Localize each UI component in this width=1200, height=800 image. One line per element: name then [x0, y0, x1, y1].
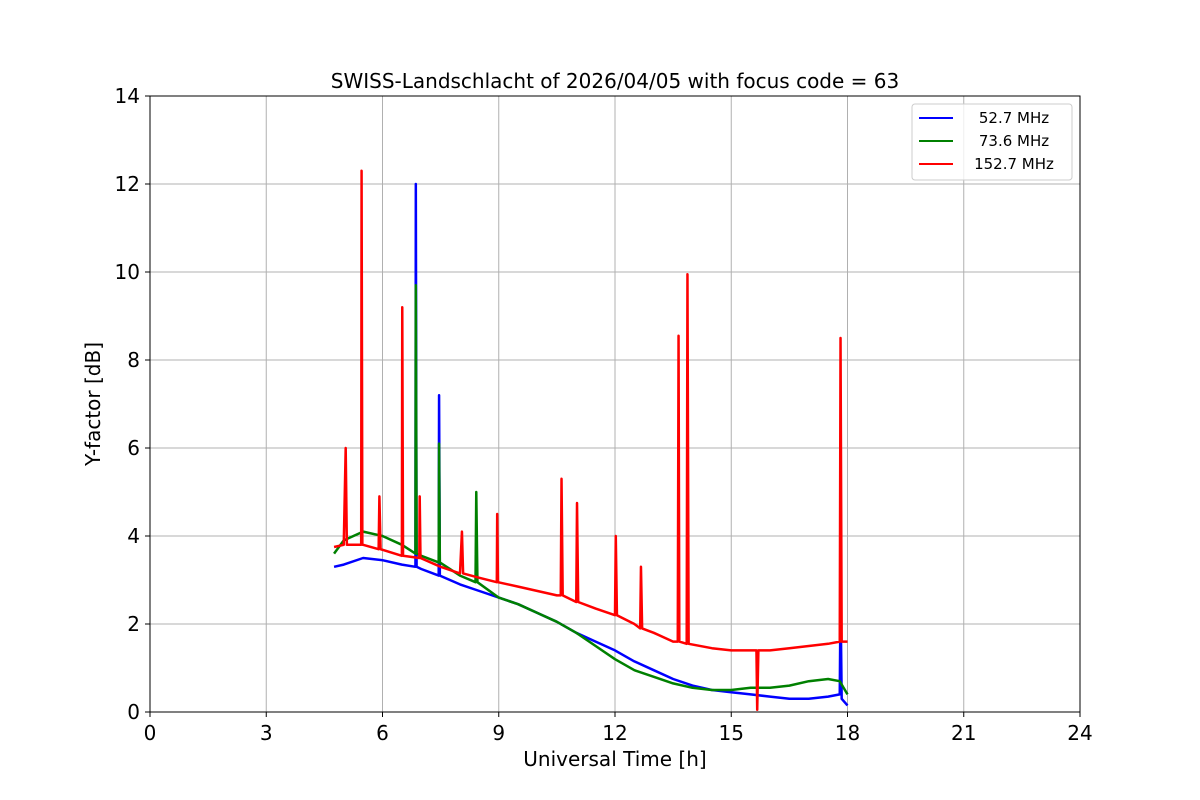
- y-tick-label: 12: [115, 172, 140, 196]
- y-tick-label: 2: [127, 612, 140, 636]
- x-tick-label: 3: [260, 721, 273, 745]
- y-tick-label: 8: [127, 348, 140, 372]
- series-line-152-7-mhz: [333, 169, 848, 712]
- x-tick-label: 12: [602, 721, 627, 745]
- grid: [149, 95, 1081, 713]
- y-tick-label: 10: [115, 260, 140, 284]
- x-axis-ticks: 0 3 6 9 12 15 18 21 24: [144, 712, 1093, 745]
- chart-title: SWISS-Landschlacht of 2026/04/05 with fo…: [331, 69, 899, 93]
- legend-label: 152.7 MHz: [974, 155, 1054, 173]
- y-axis-ticks: 0 2 4 6 8 10 12 14: [115, 84, 150, 724]
- legend-label: 52.7 MHz: [979, 109, 1049, 127]
- y-tick-label: 6: [127, 436, 140, 460]
- series-line-73-6-mhz: [333, 283, 849, 696]
- x-tick-label: 15: [719, 721, 744, 745]
- legend: 52.7 MHz 73.6 MHz 152.7 MHz: [911, 103, 1073, 181]
- series-line-52-7-mhz: [333, 182, 849, 707]
- legend-label: 73.6 MHz: [979, 132, 1049, 150]
- x-tick-label: 6: [376, 721, 389, 745]
- legend-box: [911, 103, 1073, 181]
- x-tick-label: 18: [835, 721, 860, 745]
- series-layer: [333, 169, 849, 712]
- x-tick-label: 21: [951, 721, 976, 745]
- x-axis-label: Universal Time [h]: [523, 747, 706, 771]
- x-tick-label: 24: [1067, 721, 1092, 745]
- y-tick-label: 0: [127, 700, 140, 724]
- y-axis-label: Y-factor [dB]: [81, 342, 105, 467]
- x-tick-label: 9: [492, 721, 505, 745]
- y-tick-label: 4: [127, 524, 140, 548]
- y-tick-label: 14: [115, 84, 140, 108]
- x-tick-label: 0: [144, 721, 157, 745]
